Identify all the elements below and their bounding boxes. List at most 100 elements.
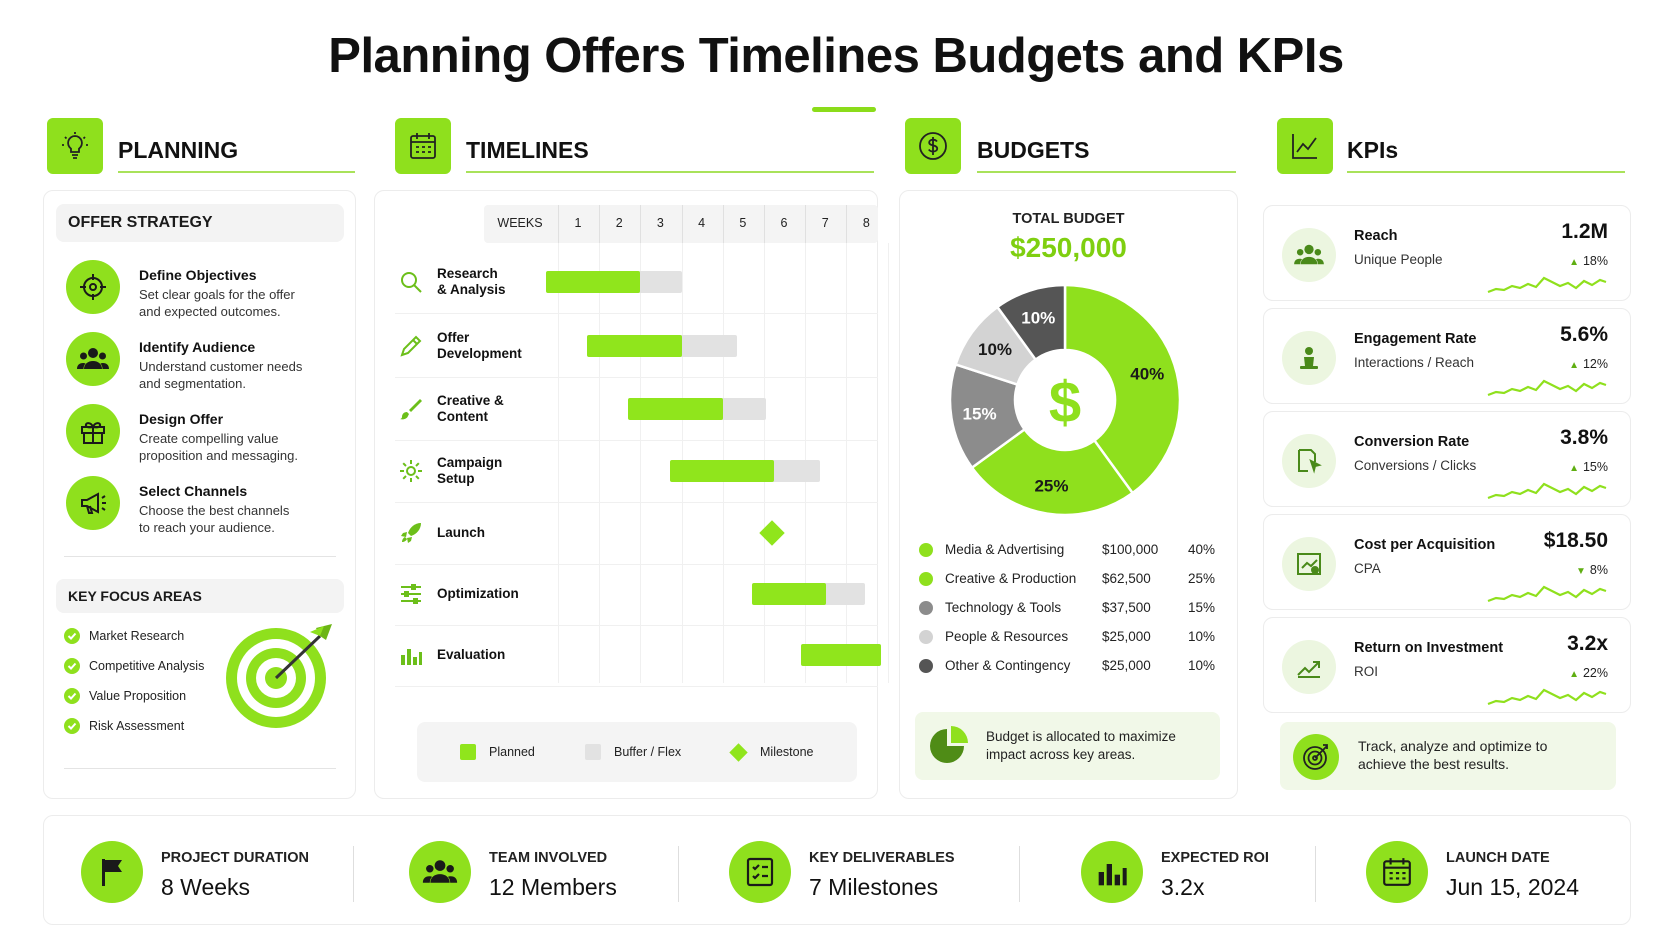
rocket-icon [398,520,424,546]
week-label: 3 [656,216,664,230]
step-description: Understand customer needs and segmentatio… [139,358,329,392]
summary-value: 12 Members [489,874,617,900]
kpi-change-value: 15% [1582,460,1608,474]
week-label: 8 [862,216,870,230]
task-label: Campaign Setup [437,455,502,487]
step-description: Choose the best channels to reach your au… [139,502,329,536]
kpi-subtitle: CPA [1354,561,1381,576]
budget-donut-chart: 40% 25% 15% 10% 10% $ [948,283,1182,517]
summary-label: TEAM INVOLVED [489,850,608,866]
total-budget-label: TOTAL BUDGET [1012,211,1125,227]
task-label-line2: Setup [437,471,475,486]
budget-amount: $37,500 [1102,600,1151,615]
row-divider [395,686,878,687]
grid-line [640,243,642,683]
kpi-change-value: 22% [1582,666,1608,680]
planned-bar [587,335,682,357]
hand-icon [1282,331,1336,385]
summary-value: Jun 15, 2024 [1446,874,1580,900]
planned-bar [801,644,882,666]
team-icon [409,841,471,903]
arrow-up-icon: ▲ [1569,463,1579,474]
kpi-change: ▲ 18% [1569,254,1608,268]
legend-swatch [919,601,933,615]
budget-percent: 25% [1188,571,1216,586]
kpi-change: ▲ 22% [1569,666,1608,680]
grid-line [887,243,889,683]
legend-swatch [919,543,933,557]
total-budget-value: $250,000 [1010,232,1127,263]
step-desc-line2: proposition and messaging. [139,448,298,463]
task-label-line1: Campaign [437,455,503,470]
arrow-up-icon: ▲ [1569,257,1579,268]
kpi-change-value: 18% [1582,254,1608,268]
legend-swatch [919,659,933,673]
step-desc-line1: Choose the best channels [139,503,290,518]
summary-label: PROJECT DURATION [161,850,309,866]
planned-bar [546,271,641,293]
row-divider [395,502,878,503]
step-description: Create compelling value proposition and m… [139,430,329,464]
planning-underline [118,171,355,173]
budget-percent: 10% [1188,658,1216,673]
week-divider [640,205,642,243]
planned-bar [752,583,826,605]
kpi-value: 5.6% [1560,323,1608,346]
week-divider [722,205,724,243]
step-desc-line2: to reach your audience. [139,520,275,535]
kpi-change: ▼ 8% [1576,563,1608,577]
line-chart-icon [1277,118,1333,174]
row-divider [395,440,878,441]
timeline-legend [417,722,857,782]
step-description: Set clear goals for the offer and expecte… [139,286,329,320]
budget-note [915,712,1220,780]
kpi-name: Reach [1354,228,1398,244]
grid-line [599,243,601,683]
donut-slice [948,362,1027,470]
target-icon [1293,734,1339,780]
roi-icon [1282,640,1336,694]
planned-bar [669,460,775,482]
legend-planned-swatch [460,744,476,760]
task-label: Creative & Content [437,393,504,425]
title-underline [812,107,876,112]
budget-amount: $25,000 [1102,658,1151,673]
gift-icon [66,404,120,458]
week-divider [805,205,807,243]
row-divider [395,377,878,378]
summary-divider [1019,846,1020,902]
task-label: Optimization [437,586,519,602]
cpa-icon [1282,537,1336,591]
step-title: Design Offer [139,411,224,427]
buffer-bar [821,583,865,605]
summary-divider [678,846,679,902]
donut-slice-label: 25% [1034,476,1068,495]
kpi-subtitle: Interactions / Reach [1354,355,1475,370]
buffer-bar [677,335,738,357]
kpi-name: Engagement Rate [1354,331,1477,347]
budget-amount: $62,500 [1102,571,1151,586]
legend-milestone-label: Milestone [760,745,814,759]
task-label: Offer Development [437,330,522,362]
checklist-icon [729,841,791,903]
sparkline [1486,478,1610,507]
row-divider [395,564,878,565]
summary-value: 8 Weeks [161,874,251,900]
task-label-line1: Optimization [437,586,519,601]
task-label-line1: Offer [437,330,470,345]
check-icon [64,718,80,734]
kpi-value: 1.2M [1561,220,1608,243]
weeks-header [484,205,878,243]
task-label-line2: & Analysis [437,282,506,297]
check-icon [64,628,80,644]
sparkline [1486,684,1610,713]
kpi-name: Return on Investment [1354,640,1504,656]
sliders-icon [398,581,424,607]
buffer-bar [770,460,820,482]
divider [64,768,336,769]
budget-percent: 10% [1188,629,1216,644]
arrow-up-icon: ▲ [1569,669,1579,680]
donut-slice-label: 10% [978,340,1012,359]
week-label: 7 [821,216,829,230]
brush-icon [398,396,424,422]
